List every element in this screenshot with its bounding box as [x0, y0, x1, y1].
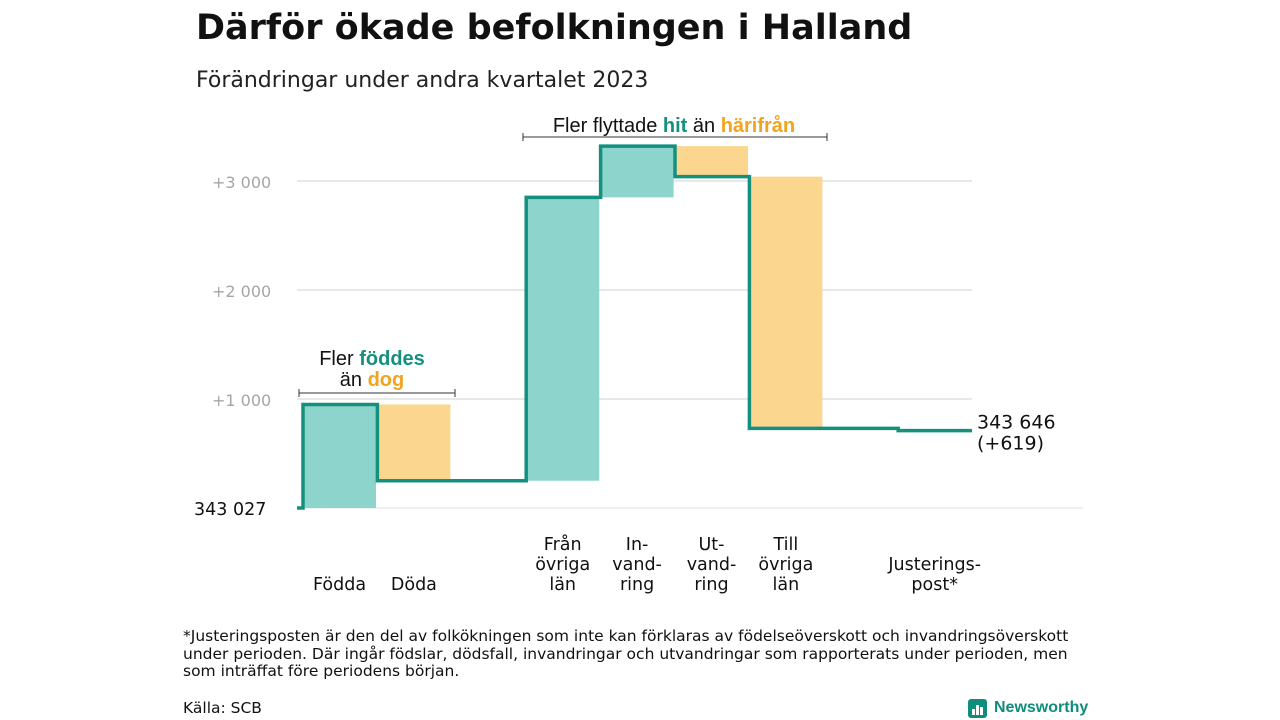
category-label: Födda — [313, 575, 366, 595]
category-label-line: övriga — [535, 555, 590, 575]
annotation-line: Fler flyttade hit än härifrån — [553, 114, 795, 137]
bar-in — [526, 197, 600, 481]
annotation-births: Fler föddes än dog — [319, 348, 425, 391]
category-label: In-vand-ring — [612, 535, 662, 595]
chart-title: Därför ökade befolkningen i Halland — [196, 8, 913, 48]
category-label-line: Döda — [391, 575, 437, 595]
y-tick-label: +2 000 — [212, 282, 271, 301]
brand-logo[interactable]: Newsworthy — [968, 696, 1088, 720]
brand-name: Newsworthy — [994, 699, 1089, 716]
bar-out — [377, 404, 451, 481]
annotation-word: Fler flyttade — [553, 115, 663, 137]
category-label: Döda — [391, 575, 437, 595]
category-label: Till övriga län — [758, 535, 813, 595]
annotation-word: än — [687, 115, 720, 137]
annotation-line: Fler föddes — [319, 348, 425, 370]
annotation-word: föddes — [359, 348, 425, 370]
category-label: Justerings-post* — [887, 555, 981, 595]
bar-chart-icon — [968, 698, 987, 718]
category-label-line: län — [549, 575, 576, 595]
end-value-label: 343 646 (+619) — [977, 412, 1056, 455]
category-label-line: post* — [911, 575, 958, 595]
annotation-word: härifrån — [721, 114, 795, 137]
category-label-line: vand- — [687, 555, 737, 575]
bar-in — [303, 404, 376, 508]
category-label-line: Födda — [313, 575, 366, 595]
footnote: *Justeringsposten är den del av folkökni… — [183, 627, 1069, 680]
category-label: Från övriga län — [535, 534, 590, 595]
bar-out — [749, 176, 823, 429]
category-label-line: vand- — [612, 555, 662, 575]
end-value-line: 343 646 — [977, 412, 1056, 434]
category-label-line: ring — [620, 575, 654, 595]
annotation-line: än dog — [340, 369, 404, 391]
category-label-line: Ut- — [699, 535, 725, 555]
annotation-migration: Fler flyttade hit än härifrån — [553, 114, 795, 137]
y-tick-label: +1 000 — [212, 391, 271, 410]
category-label-line: In- — [626, 535, 649, 555]
source: Källa: SCB — [183, 699, 262, 717]
category-label: Ut-vand-ring — [687, 535, 737, 595]
category-label-line: Från — [544, 534, 582, 555]
bar-out — [675, 146, 748, 177]
chart-subtitle: Förändringar under andra kvartalet 2023 — [196, 68, 649, 93]
category-label-line: Till — [773, 535, 799, 555]
y-tick-label: +3 000 — [212, 173, 271, 192]
category-label-line: övriga — [758, 555, 813, 575]
bar-in — [600, 146, 674, 198]
end-value-line: (+619) — [977, 433, 1044, 455]
baseline-label: 343 027 — [194, 500, 266, 520]
cumulative-line — [297, 144, 972, 510]
category-label-line: län — [773, 575, 800, 595]
category-label-line: Justerings- — [887, 555, 981, 575]
annotation-word: än — [340, 369, 368, 391]
annotation-word: Fler — [319, 348, 359, 370]
category-label-line: ring — [694, 575, 728, 595]
annotation-word: dog — [368, 369, 405, 391]
annotation-word: hit — [663, 115, 688, 137]
